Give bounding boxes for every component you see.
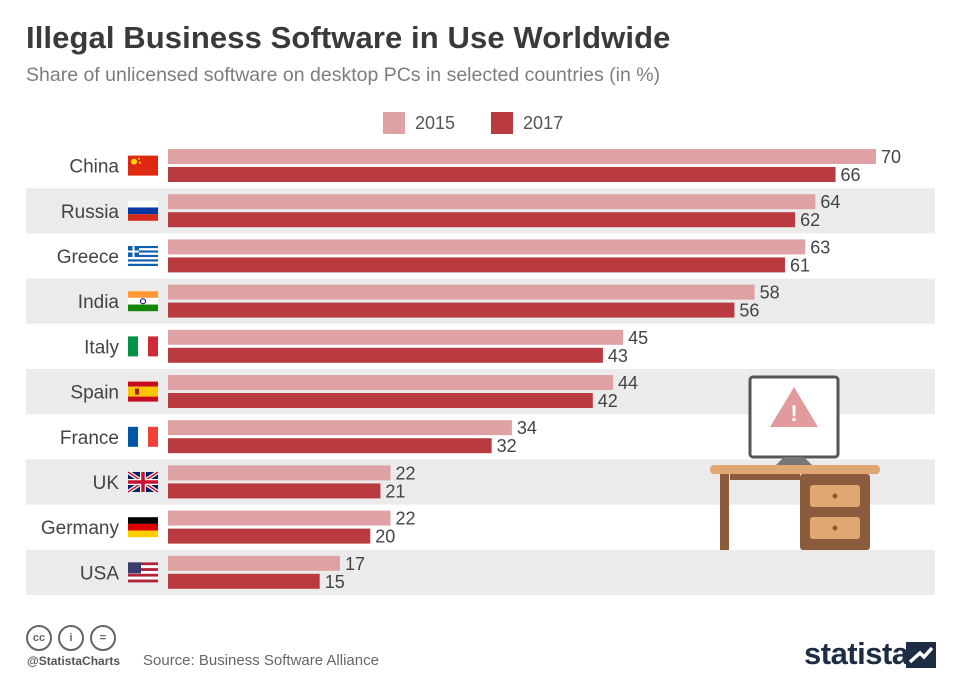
- desk-illustration: !: [710, 375, 880, 550]
- legend-item-2017: 2017: [491, 112, 563, 134]
- uk-flag-icon: [126, 470, 160, 494]
- bar-2015: [168, 194, 816, 210]
- bar-2017: [168, 347, 603, 363]
- category-label: Germany: [41, 518, 120, 539]
- category-label: Greece: [57, 247, 119, 268]
- india-flag-icon: [128, 291, 158, 312]
- license-icons: cc i =: [26, 625, 116, 651]
- chart-subtitle: Share of unlicensed software on desktop …: [26, 64, 661, 86]
- data-label-2017: 42: [598, 391, 618, 411]
- italy-flag-icon: [128, 336, 158, 357]
- legend-label-2017: 2017: [523, 112, 564, 133]
- desk-icon: [710, 465, 880, 550]
- category-label: France: [60, 428, 119, 449]
- category-label: Italy: [84, 337, 119, 358]
- data-label-2015: 70: [881, 147, 901, 167]
- data-label-2015: 45: [628, 328, 648, 348]
- bar-2015: [168, 329, 624, 345]
- bar-2015: [168, 239, 806, 255]
- bar-2017: [168, 528, 371, 544]
- bar-2017: [168, 483, 381, 499]
- data-label-2017: 21: [385, 481, 405, 501]
- category-label: China: [69, 157, 119, 178]
- legend-item-2015: 2015: [383, 112, 455, 134]
- data-label-2015: 22: [396, 509, 416, 529]
- data-label-2017: 66: [841, 165, 861, 185]
- bar-2017: [168, 573, 320, 589]
- china-flag-icon: [128, 155, 158, 176]
- data-label-2015: 63: [810, 237, 830, 257]
- data-label-2017: 43: [608, 346, 628, 366]
- legend-label-2015: 2015: [415, 112, 456, 133]
- data-label-2017: 62: [800, 210, 820, 230]
- bar-2017: [168, 167, 836, 182]
- legend-swatch-2015: [383, 112, 405, 134]
- data-label-2017: 15: [325, 572, 345, 592]
- greece-flag-icon: [128, 246, 158, 266]
- data-label-2017: 20: [375, 527, 395, 547]
- category-label: India: [78, 292, 120, 313]
- category-label: Spain: [70, 383, 119, 404]
- by-icon: i: [58, 625, 84, 651]
- twitter-handle: @StatistaCharts: [27, 654, 121, 668]
- svg-text:!: !: [790, 401, 797, 426]
- row-band: [26, 549, 935, 595]
- category-label: Russia: [61, 202, 120, 223]
- data-label-2017: 32: [497, 436, 517, 456]
- data-label-2015: 22: [396, 463, 416, 483]
- statista-logo: statista: [804, 636, 909, 671]
- chart-title: Illegal Business Software in Use Worldwi…: [26, 20, 671, 55]
- bar-2015: [168, 284, 755, 300]
- source-note: Source: Business Software Alliance: [143, 652, 379, 669]
- bar-2015: [168, 555, 340, 571]
- data-label-2015: 64: [820, 192, 840, 212]
- category-label: UK: [93, 473, 120, 494]
- bar-2015: [168, 510, 391, 526]
- legend-swatch-2017: [491, 112, 514, 134]
- bar-2017: [168, 302, 735, 318]
- nd-icon: =: [90, 625, 116, 651]
- data-label-2017: 56: [739, 301, 759, 321]
- data-label-2015: 17: [345, 554, 365, 574]
- germany-flag-icon: [128, 517, 158, 538]
- france-flag-icon: [128, 426, 158, 447]
- spain-flag-icon: [128, 381, 158, 402]
- bar-2015: [168, 375, 614, 390]
- bar-2015: [168, 420, 512, 436]
- data-label-2015: 44: [618, 373, 638, 393]
- russia-flag-icon: [128, 200, 158, 221]
- data-label-2015: 34: [517, 418, 537, 438]
- bar-2017: [168, 257, 785, 273]
- legend: 2015 2017: [383, 112, 599, 134]
- bar-2017: [168, 438, 492, 454]
- bar-2017: [168, 212, 796, 228]
- data-label-2017: 61: [790, 255, 810, 275]
- bar-2015: [168, 149, 876, 164]
- bar-2017: [168, 393, 593, 408]
- cc-icon: cc: [26, 625, 52, 651]
- data-label-2015: 58: [760, 283, 780, 303]
- bar-2015: [168, 465, 391, 481]
- monitor-icon: !: [748, 375, 840, 465]
- statista-logo-icon: [906, 642, 936, 668]
- usa-flag-icon: [128, 562, 158, 583]
- category-label: USA: [80, 563, 119, 584]
